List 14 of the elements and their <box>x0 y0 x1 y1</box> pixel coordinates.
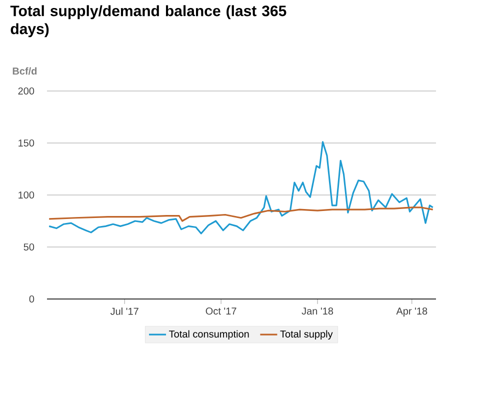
legend-label: Total supply <box>280 330 333 340</box>
legend-label: Total consumption <box>169 330 249 340</box>
x-tick-label: Apr '18 <box>396 308 428 317</box>
x-tick-label: Jan '18 <box>302 308 334 315</box>
chart-title: Total supply/demand balance (last 365 days) <box>10 5 286 38</box>
line-series <box>48 141 434 234</box>
y-tick-label: 100 <box>18 191 34 199</box>
y-axis-title: Bcf/d <box>12 67 37 75</box>
y-tick-label: 0 <box>29 295 34 303</box>
x-tick-label: Oct '17 <box>206 308 236 315</box>
y-tick-label: 150 <box>18 139 34 147</box>
x-tick-label: Jul '17 <box>110 308 138 315</box>
y-tick-label: 200 <box>18 87 34 95</box>
y-tick-label: 50 <box>24 243 34 251</box>
